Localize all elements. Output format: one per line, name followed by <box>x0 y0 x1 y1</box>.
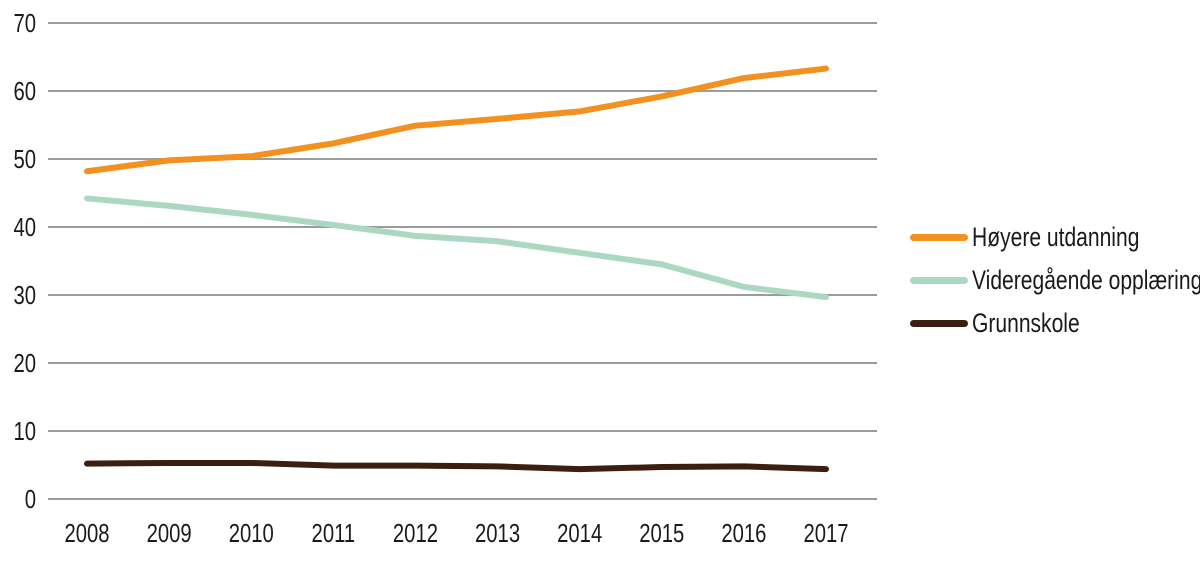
x-axis-tick-label: 2016 <box>721 519 766 548</box>
x-axis-tick-label: 2017 <box>803 519 848 548</box>
legend-item-grunnskole: Grunnskole <box>910 308 1200 338</box>
series-line-grunnskole <box>84 459 829 473</box>
x-axis-tick-label: 2012 <box>393 519 438 548</box>
legend-label-grunnskole: Grunnskole <box>972 307 1080 338</box>
series-line-videreg-ende-oppl-ring <box>84 195 829 301</box>
legend-label-hoyere-utdanning: Høyere utdanning <box>972 221 1140 252</box>
series-line-h-yere-utdanning <box>84 65 829 175</box>
y-axis-tick-label: 40 <box>13 213 36 242</box>
legend-swatch-grunnskole <box>910 319 968 327</box>
x-axis-tick-label: 2009 <box>147 519 192 548</box>
legend-label-videregaende-opplaering: Videregående opplæring <box>972 264 1200 295</box>
y-axis-tick-label: 20 <box>13 349 36 378</box>
chart-legend: Høyere utdanning Videregående opplæring … <box>910 222 1200 338</box>
x-axis-tick-label: 2014 <box>557 519 602 548</box>
y-axis-tick-label: 70 <box>13 9 36 38</box>
x-axis-tick-label: 2010 <box>229 519 274 548</box>
x-axis-tick-label: 2011 <box>312 519 356 548</box>
y-axis-tick-label: 0 <box>25 485 36 514</box>
y-axis-tick-label: 30 <box>13 281 36 310</box>
y-axis-tick-label: 50 <box>13 145 36 174</box>
y-axis-tick-label: 60 <box>13 77 36 106</box>
legend-swatch-hoyere-utdanning <box>910 233 968 241</box>
y-axis-tick-label: 10 <box>13 417 36 446</box>
x-axis-tick-label: 2015 <box>639 519 684 548</box>
x-axis-tick-label: 2008 <box>64 519 109 548</box>
x-axis-tick-label: 2013 <box>475 519 520 548</box>
legend-item-hoyere-utdanning: Høyere utdanning <box>910 222 1200 252</box>
legend-item-videregaende-opplaering: Videregående opplæring <box>910 265 1200 295</box>
legend-swatch-videregaende-opplaering <box>910 276 968 284</box>
